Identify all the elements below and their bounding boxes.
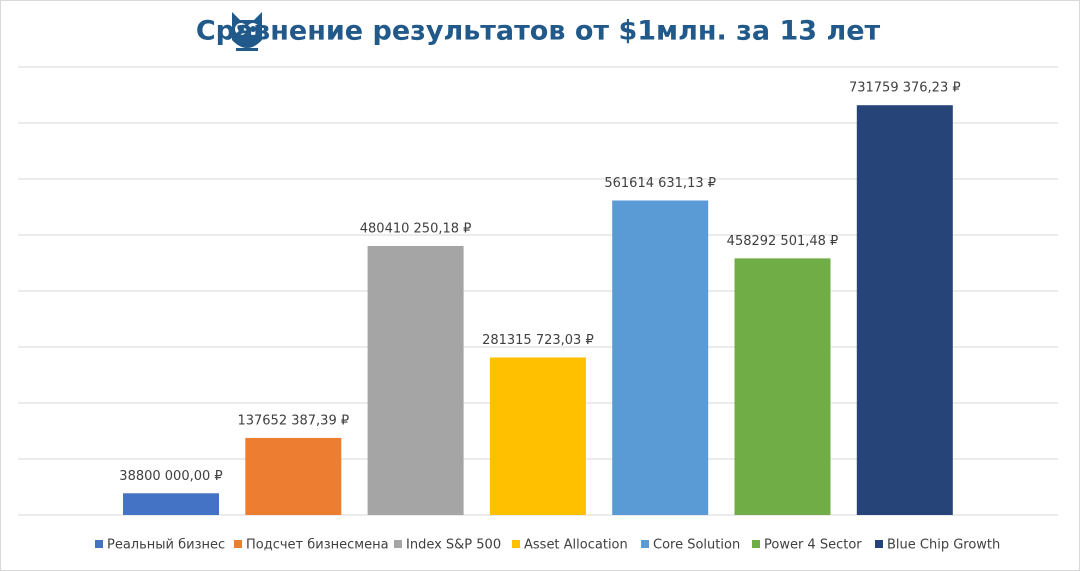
legend-label: Core Solution xyxy=(653,538,740,553)
legend-swatch xyxy=(234,540,242,548)
legend-swatch xyxy=(752,540,760,548)
legend-label: Asset Allocation xyxy=(524,538,628,553)
data-label: 137652 387,39 ₽ xyxy=(237,413,349,428)
data-label: 731759 376,23 ₽ xyxy=(849,81,961,96)
bar xyxy=(489,357,586,515)
chart-title: Сравнение результатов от $1млн. за 13 ле… xyxy=(196,16,881,47)
legend-label: Подсчет бизнесмена xyxy=(246,538,389,553)
owl-logo xyxy=(232,12,262,51)
legend-swatch xyxy=(641,540,649,548)
data-label: 458292 501,48 ₽ xyxy=(727,234,839,249)
data-label: 281315 723,03 ₽ xyxy=(482,333,594,348)
legend-label: Index S&P 500 xyxy=(406,538,501,553)
bar xyxy=(123,493,219,515)
bar xyxy=(734,258,831,515)
data-label: 38800 000,00 ₽ xyxy=(119,469,222,484)
bar xyxy=(612,200,709,516)
data-label: 480410 250,18 ₽ xyxy=(360,221,472,236)
legend-label: Реальный бизнес xyxy=(107,538,225,553)
bar xyxy=(245,437,342,515)
legend-label: Power 4 Sector xyxy=(764,538,862,553)
legend-label: Blue Chip Growth xyxy=(887,538,1000,553)
legend-swatch xyxy=(95,540,103,548)
legend-swatch xyxy=(512,540,520,548)
bar xyxy=(856,105,953,515)
legend-swatch xyxy=(875,540,883,548)
legend-swatch xyxy=(394,540,402,548)
bar xyxy=(367,245,464,515)
data-label: 561614 631,13 ₽ xyxy=(604,176,716,191)
